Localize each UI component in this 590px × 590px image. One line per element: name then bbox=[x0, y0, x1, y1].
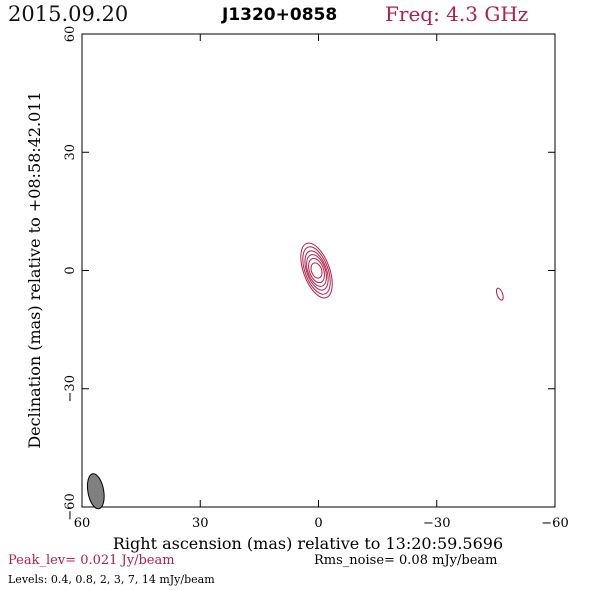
x-tick-label: −30 bbox=[423, 516, 450, 531]
axis-ticks bbox=[81, 33, 556, 508]
contour-line bbox=[310, 262, 323, 279]
x-tick-labels: 60 30 0 −30 −60 bbox=[74, 516, 569, 531]
y-tick-labels: −60 −30 0 30 60 bbox=[63, 26, 78, 521]
contour-line bbox=[306, 254, 327, 287]
x-axis-label: Right ascension (mas) relative to 13:20:… bbox=[113, 534, 503, 553]
plot-frame bbox=[81, 33, 556, 508]
rms-noise: Rms_noise= 0.08 mJy/beam bbox=[314, 553, 498, 568]
contour-levels: Levels: 0.4, 0.8, 2, 3, 7, 14 mJy/beam bbox=[8, 573, 215, 586]
y-tick-label: 60 bbox=[63, 26, 78, 43]
x-tick-label: 30 bbox=[192, 516, 209, 531]
beam-layer bbox=[86, 473, 105, 510]
y-tick-label: −30 bbox=[63, 375, 78, 402]
y-axis-label: Declination (mas) relative to +08:58:42.… bbox=[25, 91, 44, 448]
y-tick-label: −60 bbox=[63, 493, 78, 520]
x-tick-label: 0 bbox=[314, 516, 322, 531]
epoch-date: 2015.09.20 bbox=[8, 2, 129, 26]
beam-ellipse bbox=[86, 473, 105, 510]
contour-line bbox=[495, 287, 504, 301]
contour-layer bbox=[300, 242, 504, 301]
y-tick-label: 30 bbox=[63, 144, 78, 161]
y-tick-label: 0 bbox=[63, 266, 78, 274]
contour-line bbox=[300, 242, 333, 299]
source-name: J1320+0858 bbox=[222, 5, 338, 25]
frequency-label: Freq: 4.3 GHz bbox=[385, 2, 529, 26]
contour-line bbox=[304, 250, 329, 291]
contour-line bbox=[308, 257, 325, 284]
x-tick-label: −60 bbox=[541, 516, 568, 531]
contour-line bbox=[302, 246, 331, 295]
peak-level: Peak_lev= 0.021 Jy/beam bbox=[8, 553, 175, 568]
x-tick-label: 60 bbox=[74, 516, 91, 531]
